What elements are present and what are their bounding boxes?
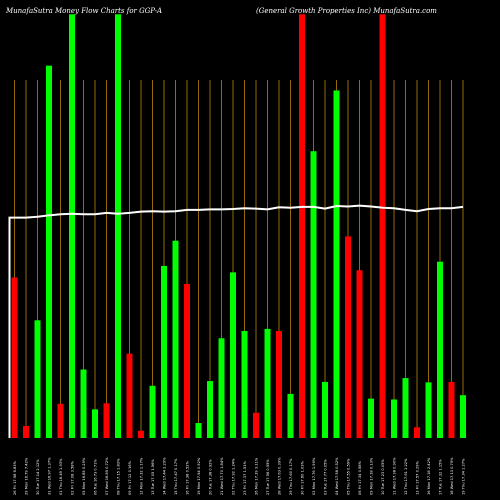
bar — [425, 382, 432, 438]
x-tick-labels: 26 Fri 17.98 6.83% 29 Mon 16.79 7.42% 30 T… — [13, 457, 466, 495]
x-tick-label: 05 Thu 17.55 0.59% — [347, 458, 351, 495]
chart-title: MunafaSutra Money Flow Charts for GGP-A — [5, 7, 162, 15]
x-tick-label: 31 Wed 16.97 1.37% — [48, 457, 52, 495]
bars — [11, 14, 466, 439]
bar — [11, 277, 18, 438]
bar — [230, 272, 236, 438]
x-tick-label: 12 Mon 17.32 1.17% — [140, 457, 144, 495]
x-tick-label: 11 Wed 17.38 0.90% — [393, 457, 397, 495]
bar — [218, 338, 225, 438]
bar — [34, 320, 41, 438]
x-tick-label: 17 Tue 17.32 1.15% — [439, 459, 443, 495]
x-tick-label: 09 Fri 17.12 0.16% — [128, 460, 132, 495]
x-tick-label: 01 Thu 16.49 1.93% — [59, 458, 63, 495]
x-tick-label: 10 Tue 17.23 0.05% — [381, 459, 385, 495]
x-tick-label: 27 Tue 17.56 0.95% — [266, 459, 270, 495]
bar — [115, 14, 121, 439]
x-tick-label: 13 Tue 17.05 1.56% — [151, 459, 155, 495]
x-tick-label: 03 Tue 17.77 0.05% — [324, 459, 328, 495]
bar — [448, 381, 455, 438]
bar — [161, 265, 167, 438]
flow-line-group — [8, 204, 464, 438]
bar — [276, 331, 282, 438]
bar — [184, 283, 190, 438]
bar — [57, 403, 64, 438]
bar — [241, 331, 248, 438]
bar — [437, 261, 443, 438]
bar — [299, 14, 305, 439]
x-tick-label: 29 Thu 17.60 0.17% — [289, 458, 293, 495]
x-tick-label: 12 Thu 17.61 1.22% — [404, 458, 408, 495]
x-tick-label: 30 Tue 17.14 2.12% — [36, 459, 40, 495]
x-tick-label: 06 Tue 16.73 0.71% — [94, 459, 98, 495]
x-tick-label: 06 Fri 17.34 0.58% — [358, 460, 362, 495]
bar — [92, 409, 98, 438]
bar — [264, 328, 271, 438]
bar — [460, 395, 466, 438]
x-tick-label: 28 Wed 17.63 0.39% — [278, 457, 282, 495]
x-tick-label: 16 Fri 17.38 0.52% — [186, 460, 190, 495]
x-tick-label: 05 Mon 16.85 0.25% — [82, 457, 86, 495]
x-tick-label: 18 Wed 17.13 0.79% — [450, 457, 454, 495]
x-tick-label: 20 Tue 17.38 0.92% — [209, 459, 213, 495]
bar — [379, 14, 386, 439]
bar — [172, 240, 179, 438]
bar — [310, 151, 317, 439]
bar — [322, 381, 328, 438]
bar — [138, 430, 144, 438]
x-tick-label: 07 Wed 16.85 0.72% — [105, 457, 109, 495]
x-tick-label: 08 Thu 17.15 1.83% — [117, 458, 121, 495]
flow-line — [8, 204, 464, 438]
bar — [149, 385, 156, 438]
bar — [333, 90, 340, 439]
x-tick-label: 09 Mon 17.18 0.13% — [370, 457, 374, 495]
chart-subtitle: (General Growth Properties Inc) MunafaSu… — [256, 7, 437, 15]
x-tick-label: 22 Thu 17.92 1.24% — [232, 458, 236, 495]
x-tick-label: 23 Fri 17.37 1.51% — [243, 460, 247, 495]
x-tick-label: 29 Mon 16.79 7.42% — [25, 457, 29, 495]
bar — [207, 381, 213, 438]
bar — [103, 403, 110, 438]
bar — [391, 399, 397, 438]
x-tick-label: 30 Fri 17.60 1.03% — [301, 460, 305, 495]
x-tick-label: 13 Fri 17.57 0.29% — [416, 460, 420, 495]
x-tick-label: 02 Mon 17.76 1.99% — [312, 457, 316, 495]
bar — [356, 270, 363, 438]
x-tick-label: 14 Wed 17.44 2.29% — [163, 457, 167, 495]
bar — [195, 423, 202, 438]
bar — [368, 398, 374, 438]
bar — [287, 393, 294, 438]
bar — [402, 378, 409, 438]
bar — [80, 369, 87, 438]
x-tick-label: 04 Wed 17.58 0.52% — [335, 457, 339, 495]
bar — [69, 14, 75, 439]
x-tick-label: 16 Mon 17.18 2.42% — [427, 457, 431, 495]
bar — [23, 426, 29, 438]
bar — [126, 353, 133, 438]
x-tick-label: 26 Mon 17.39 3.11% — [255, 457, 259, 495]
x-tick-label: 19 Mon 17.54 0.92% — [197, 457, 201, 495]
x-tick-label: 02 Fri 17.08 3.58% — [71, 460, 75, 495]
x-tick-label: 19 Thu 17.34 1.27% — [462, 458, 466, 495]
x-tick-label: 21 Wed 17.70 1.84% — [220, 457, 224, 495]
x-tick-label: 15 Thu 17.47 0.17% — [174, 458, 178, 495]
bar — [253, 412, 259, 438]
bar — [414, 427, 420, 438]
x-tick-label: 26 Fri 17.98 6.83% — [13, 460, 17, 495]
bar — [345, 236, 351, 438]
bar — [46, 65, 52, 438]
